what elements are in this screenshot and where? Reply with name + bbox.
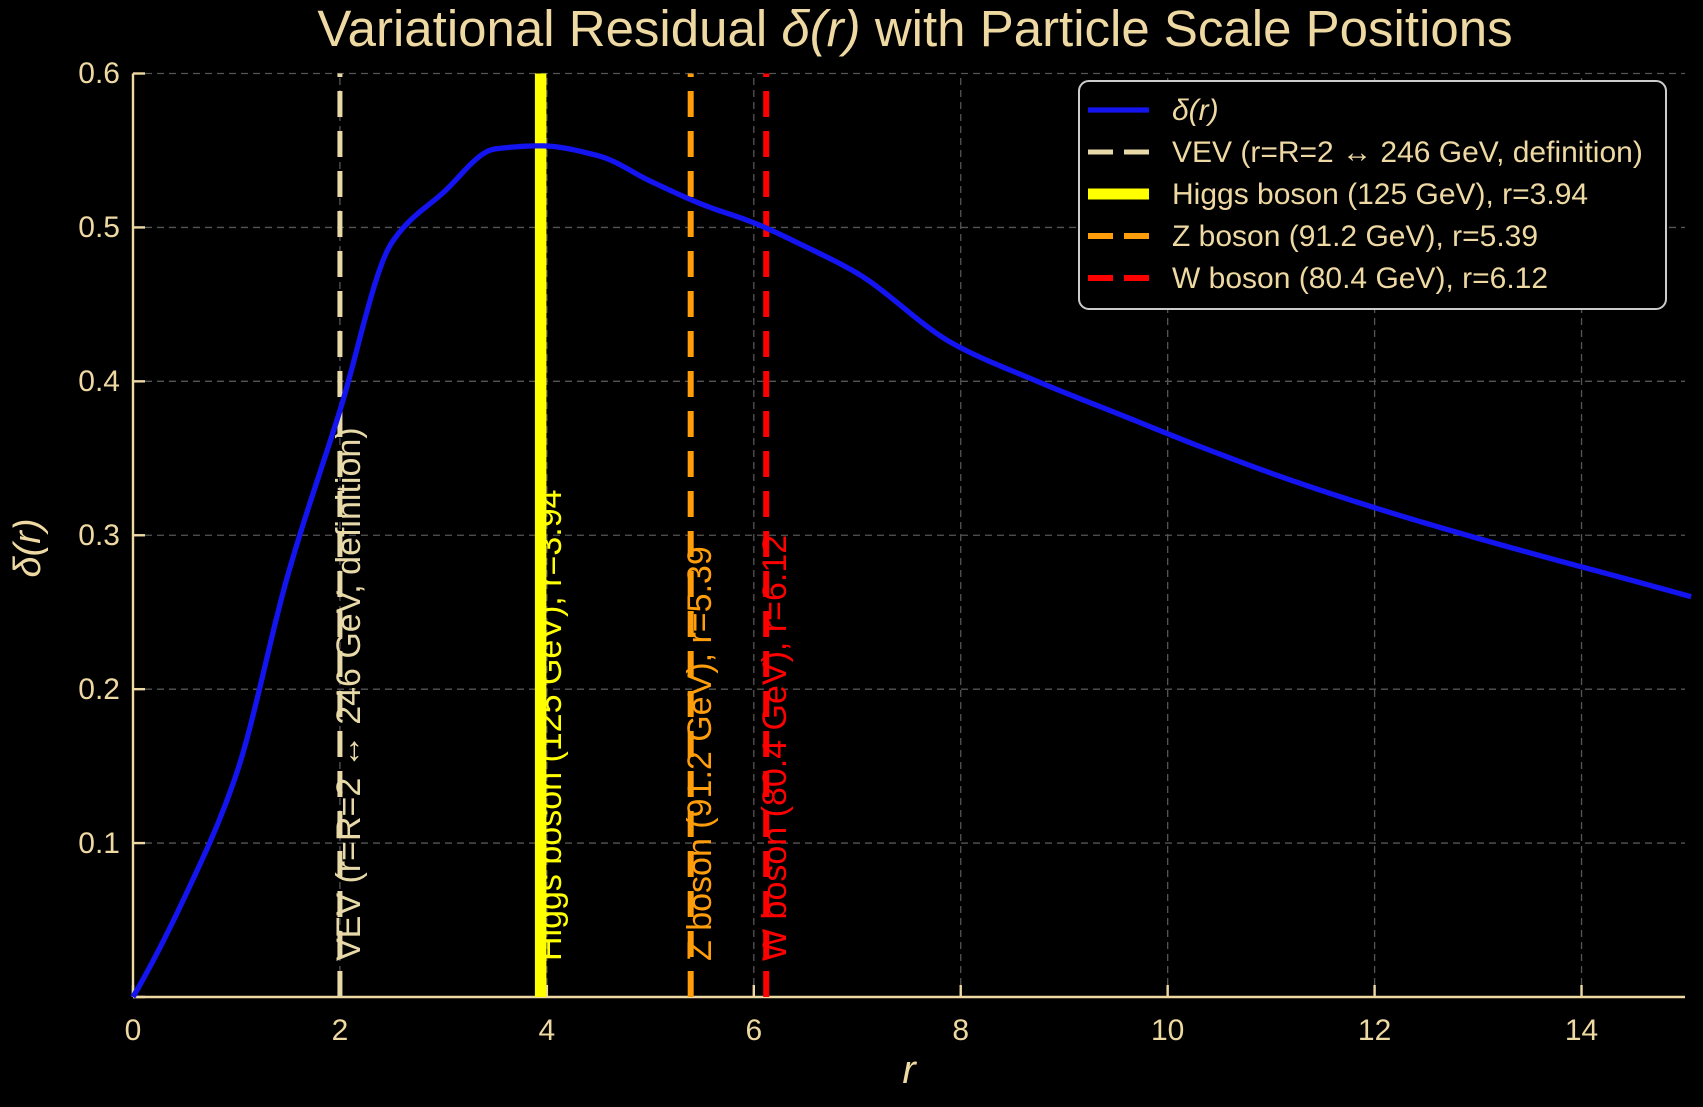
svg-text:0.2: 0.2 [78, 673, 120, 706]
svg-text:Higgs boson (125 GeV), r=3.94: Higgs boson (125 GeV), r=3.94 [531, 489, 569, 961]
svg-text:δ(r): δ(r) [7, 518, 49, 577]
svg-text:4: 4 [539, 1014, 556, 1047]
svg-text:0.1: 0.1 [78, 827, 120, 860]
svg-text:r: r [902, 1048, 917, 1092]
svg-text:δ(r): δ(r) [1172, 94, 1219, 127]
svg-text:VEV (r=R=2 ↔ 246 GeV, definiti: VEV (r=R=2 ↔ 246 GeV, definition) [1172, 136, 1643, 169]
svg-text:VEV (r=R=2 ↔ 246 GeV, definiti: VEV (r=R=2 ↔ 246 GeV, definition) [330, 427, 368, 961]
svg-text:0.5: 0.5 [78, 211, 120, 244]
svg-text:14: 14 [1565, 1014, 1598, 1047]
svg-text:Higgs boson (125 GeV), r=3.94: Higgs boson (125 GeV), r=3.94 [1172, 178, 1588, 211]
svg-text:Variational Residual δ(r) with: Variational Residual δ(r) with Particle … [317, 0, 1512, 57]
svg-text:0.4: 0.4 [78, 365, 120, 398]
svg-text:Z boson (91.2 GeV), r=5.39: Z boson (91.2 GeV), r=5.39 [681, 546, 719, 961]
svg-text:0.3: 0.3 [78, 519, 120, 552]
svg-text:8: 8 [952, 1014, 969, 1047]
svg-text:12: 12 [1358, 1014, 1391, 1047]
svg-text:W boson (80.4 GeV), r=6.12: W boson (80.4 GeV), r=6.12 [756, 535, 794, 961]
svg-text:10: 10 [1151, 1014, 1184, 1047]
svg-text:Z boson (91.2 GeV), r=5.39: Z boson (91.2 GeV), r=5.39 [1172, 220, 1538, 253]
svg-text:6: 6 [745, 1014, 762, 1047]
svg-text:W boson (80.4 GeV), r=6.12: W boson (80.4 GeV), r=6.12 [1172, 262, 1548, 295]
svg-text:2: 2 [332, 1014, 349, 1047]
svg-text:0: 0 [125, 1014, 142, 1047]
svg-text:0.6: 0.6 [78, 57, 120, 90]
